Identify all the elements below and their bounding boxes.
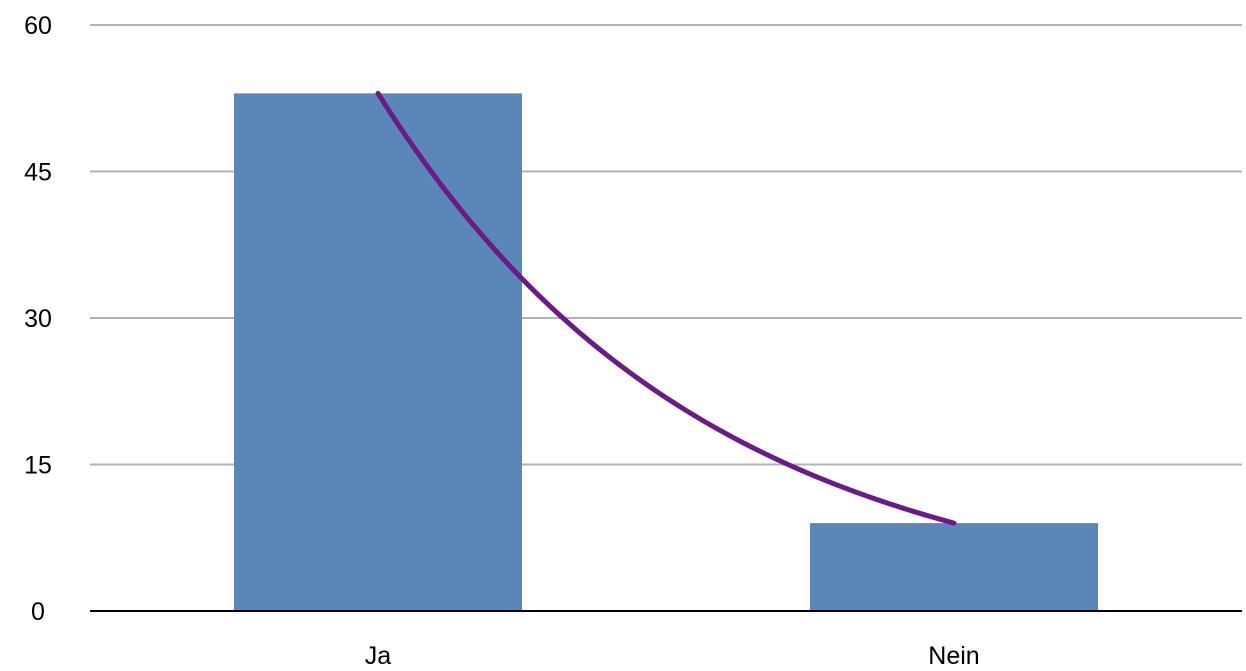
y-tick-label-30: 30: [24, 305, 52, 333]
bar-nein: [810, 523, 1098, 611]
y-tick-label-60: 60: [24, 12, 52, 40]
y-tick-label-0: 0: [31, 598, 45, 626]
bar-ja: [234, 93, 522, 611]
y-tick-label-15: 15: [24, 452, 52, 480]
trendline-curve: [375, 90, 957, 526]
bars: [234, 93, 1098, 611]
x-tick-label-nein: Nein: [928, 642, 979, 670]
y-tick-label-45: 45: [24, 159, 52, 187]
x-axis-labels: Ja Nein: [365, 642, 980, 670]
y-axis-ticks: 0 15 30 45 60: [24, 12, 52, 626]
x-tick-label-ja: Ja: [365, 642, 392, 670]
trendline: [375, 90, 957, 526]
